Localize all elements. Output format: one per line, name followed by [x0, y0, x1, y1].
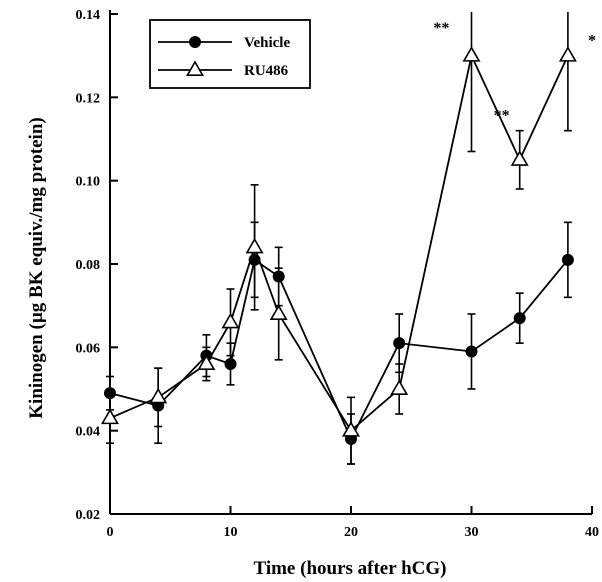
series-layer: ***** [101, 11, 596, 465]
data-point [561, 253, 574, 266]
legend-label: RU486 [244, 63, 289, 79]
data-point [465, 345, 478, 358]
data-point [390, 379, 409, 396]
y-tick-label: 0.08 [76, 258, 101, 273]
x-tick-label: 20 [344, 525, 358, 540]
x-tick-label: 0 [107, 525, 114, 540]
x-tick-label: 30 [465, 525, 479, 540]
x-tick-label: 10 [224, 525, 238, 540]
x-tick-label: 40 [585, 525, 599, 540]
data-point [248, 253, 261, 266]
legend-marker [186, 60, 204, 76]
legend-box [149, 19, 311, 89]
data-point [462, 46, 481, 62]
data-point [510, 150, 529, 166]
legend-marker [189, 36, 201, 48]
data-point [197, 354, 216, 371]
data-point [245, 237, 264, 254]
data-point [269, 304, 288, 321]
significance-marker: ** [433, 20, 449, 37]
y-tick-label: 0.02 [76, 508, 101, 523]
significance-marker: * [588, 32, 596, 49]
data-point [101, 408, 119, 425]
data-point [558, 46, 577, 62]
data-point [272, 270, 285, 283]
data-point [104, 387, 116, 400]
axes: 0 10 20 30 40 0.02 0.04 0.06 0.08 0.10 0.12 0.14 [76, 8, 600, 540]
series-vehicle [106, 221, 572, 465]
markers-ru486 [101, 46, 577, 437]
data-point [221, 312, 240, 329]
y-tick-label: 0.14 [76, 8, 101, 23]
y-tick-label: 0.04 [76, 425, 101, 440]
data-point [342, 421, 360, 437]
significance-marker: ** [494, 107, 510, 124]
markers-vehicle [104, 253, 574, 445]
y-tick-label: 0.12 [76, 91, 101, 106]
legend-label: Vehicle [244, 35, 290, 51]
data-point [224, 358, 237, 370]
x-axis-title: Time (hours after hCG) [254, 558, 447, 579]
data-point [513, 312, 526, 325]
data-point [149, 387, 168, 404]
y-tick-label: 0.06 [76, 341, 101, 356]
y-axis-title: Kininogen (µg BK equiv./mg protein) [26, 117, 47, 418]
legend: Vehicle RU486 [149, 19, 311, 89]
data-point [393, 337, 406, 350]
y-tick-label: 0.10 [76, 175, 101, 190]
